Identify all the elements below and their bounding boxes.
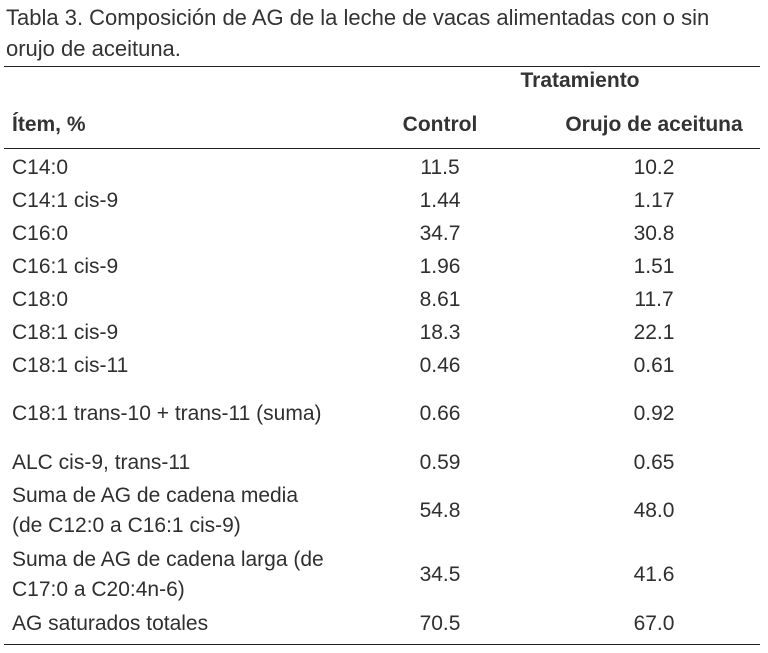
row-item: C18:1 cis-11 bbox=[12, 353, 129, 377]
table-row: Suma de AG de cadena media (de C12:0 a C… bbox=[0, 479, 768, 543]
row-item: Suma de AG de cadena media (de C12:0 a C… bbox=[12, 484, 299, 537]
row-item: C16:1 cis-9 bbox=[12, 254, 119, 278]
row-control-value: 18.3 bbox=[419, 320, 461, 344]
column-header-orujo: Orujo de aceituna bbox=[565, 113, 743, 136]
table-row: Suma de AG de cadena larga (de C17:0 a C… bbox=[0, 543, 768, 607]
row-control-value: 0.46 bbox=[419, 353, 461, 377]
bottom-rule bbox=[4, 644, 760, 645]
row-orujo-value: 0.61 bbox=[633, 353, 675, 377]
row-control-value: 34.5 bbox=[419, 563, 461, 586]
row-control-value: 8.61 bbox=[419, 287, 461, 311]
row-orujo-value: 30.8 bbox=[633, 221, 675, 245]
table-row: C14:1 cis-9 1.44 1.17 bbox=[0, 184, 768, 217]
row-orujo-value: 1.51 bbox=[633, 254, 675, 278]
row-item: C18:0 bbox=[12, 287, 69, 311]
row-orujo-value: 22.1 bbox=[633, 320, 675, 344]
table-row: C18:0 8.61 11.7 bbox=[0, 283, 768, 316]
header-rule bbox=[4, 148, 760, 149]
table-row: C18:1 cis-11 0.46 0.61 bbox=[0, 349, 768, 382]
table-body: C14:0 11.5 10.2 C14:1 cis-9 1.44 1.17 C1… bbox=[0, 151, 768, 640]
table-row: AG saturados totales 70.5 67.0 bbox=[0, 607, 768, 640]
column-header-item: Ítem, % bbox=[12, 113, 86, 136]
row-control-value: 0.59 bbox=[419, 450, 461, 474]
row-orujo-value: 48.0 bbox=[633, 499, 675, 522]
column-header-control: Control bbox=[402, 113, 478, 136]
row-control-value: 1.44 bbox=[419, 188, 461, 212]
row-orujo-value: 0.65 bbox=[633, 450, 675, 474]
table-caption: Tabla 3. Composición de AG de la leche d… bbox=[6, 5, 710, 61]
row-item: C18:1 cis-9 bbox=[12, 320, 119, 344]
row-item: C16:0 bbox=[12, 221, 69, 245]
table-row: C18:1 trans-10 + trans-11 (suma) 0.66 0.… bbox=[0, 382, 768, 446]
row-orujo-value: 11.7 bbox=[634, 287, 674, 311]
table-row: ALC cis-9, trans-11 0.59 0.65 bbox=[0, 446, 768, 479]
row-control-value: 1.96 bbox=[419, 254, 461, 278]
table-row: C16:1 cis-9 1.96 1.51 bbox=[0, 250, 768, 283]
row-control-value: 70.5 bbox=[419, 611, 461, 635]
table-row: C16:0 34.7 30.8 bbox=[0, 217, 768, 250]
row-item: ALC cis-9, trans-11 bbox=[12, 450, 191, 474]
row-item: AG saturados totales bbox=[12, 611, 209, 635]
table-row: C18:1 cis-9 18.3 22.1 bbox=[0, 316, 768, 349]
row-orujo-value: 0.92 bbox=[633, 402, 675, 425]
row-orujo-value: 10.2 bbox=[633, 155, 675, 179]
row-control-value: 11.5 bbox=[420, 155, 460, 179]
row-item: C18:1 trans-10 + trans-11 (suma) bbox=[12, 402, 322, 425]
row-orujo-value: 41.6 bbox=[633, 563, 675, 586]
row-item: Suma de AG de cadena larga (de C17:0 a C… bbox=[12, 548, 324, 601]
row-control-value: 34.7 bbox=[419, 221, 461, 245]
row-orujo-value: 1.17 bbox=[633, 188, 675, 212]
row-orujo-value: 67.0 bbox=[633, 611, 675, 635]
table-row: C14:0 11.5 10.2 bbox=[0, 151, 768, 184]
row-item: C14:1 cis-9 bbox=[12, 188, 119, 212]
row-control-value: 54.8 bbox=[419, 499, 461, 522]
treatment-group-header: Tratamiento bbox=[520, 69, 640, 92]
top-rule bbox=[4, 66, 760, 67]
row-control-value: 0.66 bbox=[419, 402, 461, 425]
row-item: C14:0 bbox=[12, 155, 69, 179]
